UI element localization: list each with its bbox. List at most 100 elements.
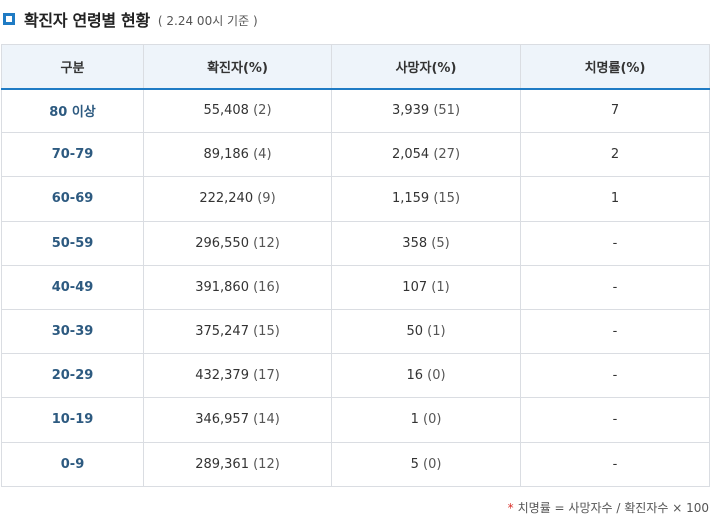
- confirmed-percent: (17): [253, 368, 280, 384]
- fatality-rate-value: -: [612, 279, 618, 295]
- age-group-label: 0-9: [60, 456, 85, 472]
- table-row: 0-9 289,361 (12) 5 (0) -: [1, 441, 710, 487]
- deaths-count: 1: [410, 412, 419, 428]
- deaths-percent: (51): [433, 103, 461, 119]
- table-row: 30-39 375,247 (15) 50 (1) -: [1, 308, 710, 355]
- column-header-fatality-rate: 치명률(%): [520, 44, 710, 90]
- table-row: 20-29 432,379 (17) 16 (0) -: [1, 353, 710, 399]
- cell-deaths: 1,159 (15): [331, 176, 521, 222]
- cell-fatality-rate: -: [520, 308, 710, 355]
- confirmed-percent: (2): [253, 103, 272, 119]
- cell-age-group: 80 이상: [1, 87, 144, 134]
- section-header: 확진자 연령별 현황 ( 2.24 00시 기준 ): [3, 8, 258, 30]
- table-row: 50-59 296,550 (12) 358 (5) -: [1, 220, 710, 266]
- cell-confirmed: 391,860 (16): [143, 264, 332, 310]
- deaths-percent: (5): [431, 235, 450, 251]
- deaths-percent: (0): [423, 456, 442, 472]
- confirmed-count: 55,408: [203, 103, 249, 119]
- page-title: 확진자 연령별 현황: [24, 11, 150, 30]
- cell-confirmed: 296,550 (12): [143, 220, 332, 266]
- deaths-count: 5: [410, 456, 419, 472]
- cell-confirmed: 289,361 (12): [143, 441, 332, 487]
- cell-confirmed: 89,186 (4): [143, 132, 332, 178]
- cell-age-group: 10-19: [1, 397, 144, 443]
- table-row: 60-69 222,240 (9) 1,159 (15) 1: [1, 176, 710, 222]
- age-group-label: 50-59: [51, 235, 94, 251]
- table-row: 40-49 391,860 (16) 107 (1) -: [1, 264, 710, 310]
- table-row: 70-79 89,186 (4) 2,054 (27) 2: [1, 132, 710, 178]
- cell-age-group: 20-29: [1, 353, 144, 399]
- confirmed-percent: (9): [257, 191, 276, 207]
- confirmed-count: 391,860: [195, 279, 249, 295]
- deaths-percent: (1): [427, 324, 446, 340]
- age-group-label: 60-69: [51, 191, 94, 207]
- confirmed-percent: (12): [253, 235, 280, 251]
- fatality-rate-value: 7: [610, 103, 620, 119]
- deaths-count: 3,939: [391, 103, 430, 119]
- age-group-label: 10-19: [51, 412, 94, 428]
- age-group-label: 20-29: [51, 368, 94, 384]
- cell-confirmed: 375,247 (15): [143, 308, 332, 355]
- confirmed-count: 296,550: [195, 235, 249, 251]
- cell-age-group: 30-39: [1, 308, 144, 355]
- cell-deaths: 50 (1): [331, 308, 521, 355]
- fatality-rate-value: 1: [610, 191, 620, 207]
- deaths-percent: (0): [423, 412, 442, 428]
- square-bullet-icon: [3, 13, 15, 25]
- cell-fatality-rate: 1: [520, 176, 710, 222]
- fatality-rate-value: -: [612, 324, 618, 340]
- confirmed-count: 222,240: [199, 191, 254, 207]
- fatality-rate-value: 2: [610, 147, 620, 163]
- confirmed-count: 432,379: [195, 368, 249, 384]
- cell-age-group: 0-9: [1, 441, 144, 487]
- confirmed-count: 346,957: [195, 412, 249, 428]
- age-group-label: 70-79: [51, 147, 94, 163]
- deaths-percent: (0): [427, 368, 446, 384]
- confirmed-percent: (12): [253, 456, 280, 472]
- table-row: 10-19 346,957 (14) 1 (0) -: [1, 397, 710, 443]
- fatality-rate-value: -: [612, 456, 618, 472]
- confirmed-percent: (14): [253, 412, 280, 428]
- cell-deaths: 2,054 (27): [331, 132, 521, 178]
- column-header-category: 구분: [1, 44, 144, 90]
- deaths-count: 107: [402, 279, 428, 295]
- cell-deaths: 107 (1): [331, 264, 521, 310]
- cell-deaths: 1 (0): [331, 397, 521, 443]
- cell-fatality-rate: -: [520, 441, 710, 487]
- cell-confirmed: 432,379 (17): [143, 353, 332, 399]
- cell-age-group: 60-69: [1, 176, 144, 222]
- cell-fatality-rate: -: [520, 264, 710, 310]
- cell-fatality-rate: 2: [520, 132, 710, 178]
- cell-fatality-rate: -: [520, 353, 710, 399]
- age-group-label: 80 이상: [49, 105, 96, 121]
- cell-deaths: 5 (0): [331, 441, 521, 487]
- page-subtitle: ( 2.24 00시 기준 ): [157, 14, 258, 28]
- cell-age-group: 70-79: [1, 132, 144, 178]
- cell-fatality-rate: -: [520, 220, 710, 266]
- cell-fatality-rate: -: [520, 397, 710, 443]
- table-row: 80 이상 55,408 (2) 3,939 (51) 7: [1, 87, 710, 134]
- column-header-confirmed: 확진자(%): [143, 44, 332, 90]
- cell-deaths: 3,939 (51): [331, 87, 521, 134]
- confirmed-count: 375,247: [195, 324, 249, 340]
- deaths-count: 50: [406, 324, 423, 340]
- column-header-deaths: 사망자(%): [331, 44, 521, 90]
- deaths-percent: (1): [431, 279, 450, 295]
- confirmed-percent: (4): [253, 147, 272, 163]
- deaths-count: 1,159: [391, 191, 430, 207]
- deaths-count: 16: [406, 368, 423, 384]
- deaths-count: 358: [402, 235, 428, 251]
- age-group-label: 40-49: [51, 279, 94, 295]
- cell-age-group: 50-59: [1, 220, 144, 266]
- cell-fatality-rate: 7: [520, 87, 710, 134]
- fatality-rate-value: -: [612, 412, 618, 428]
- table-header-row: 구분 확진자(%) 사망자(%) 치명률(%): [1, 44, 710, 90]
- confirmed-percent: (15): [253, 324, 280, 340]
- footnote-marker: *: [507, 501, 514, 515]
- fatality-rate-value: -: [612, 368, 618, 384]
- cell-deaths: 16 (0): [331, 353, 521, 399]
- age-stats-table: 구분 확진자(%) 사망자(%) 치명률(%) 80 이상 55,408 (2) 3…: [1, 44, 710, 487]
- deaths-percent: (15): [433, 191, 461, 207]
- cell-confirmed: 346,957 (14): [143, 397, 332, 443]
- footnote: * 치명률 = 사망자수 / 확진자수 × 100: [508, 499, 709, 516]
